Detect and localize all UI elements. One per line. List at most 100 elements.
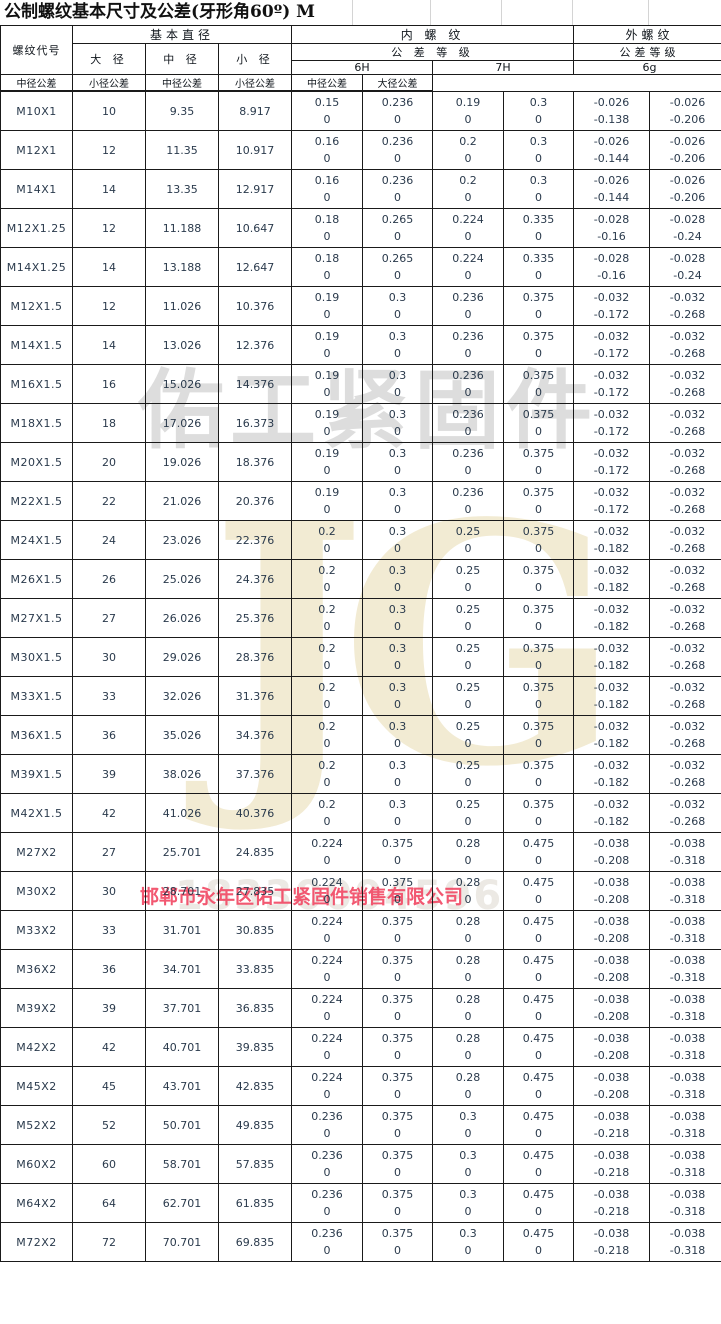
- cell-7h-pitch-tol: 0.19 0: [432, 91, 504, 131]
- cell-6h-minor-tol: 0.375 0: [362, 988, 433, 1028]
- table-row: M24X1.5 24 23.026 22.376 0.2 0 0.3 0 0.25 0 0.375 0…: [0, 520, 721, 560]
- cell-6g-major-tol: -0.026 -0.206: [649, 169, 721, 209]
- cell-minor-diameter: 34.376: [218, 715, 292, 755]
- cell-6g-major-tol: -0.032 -0.268: [649, 364, 721, 404]
- cell-7h-minor-tol: 0.335 0: [502, 247, 575, 287]
- cell-major-diameter: 12: [72, 286, 146, 326]
- cell-6h-minor-tol: 0.3 0: [362, 403, 433, 443]
- cell-major-diameter: 42: [72, 793, 146, 833]
- cell-6h-pitch-tol: 0.19 0: [291, 403, 363, 443]
- cell-6h-pitch-tol: 0.19 0: [291, 325, 363, 365]
- grid-tick: [572, 0, 573, 25]
- cell-thread-code: M14X1.25: [0, 247, 73, 287]
- cell-6g-major-tol: -0.026 -0.206: [649, 130, 721, 170]
- cell-major-diameter: 20: [72, 442, 146, 482]
- cell-major-diameter: 60: [72, 1144, 146, 1184]
- cell-thread-code: M10X1: [0, 91, 73, 131]
- title-row: 公制螺纹基本尺寸及公差(牙形角60º) M: [0, 0, 721, 25]
- cell-6h-pitch-tol: 0.224 0: [291, 1066, 363, 1106]
- cell-thread-code: M42X2: [0, 1027, 73, 1067]
- cell-major-diameter: 22: [72, 481, 146, 521]
- cell-6h-pitch-tol: 0.224 0: [291, 988, 363, 1028]
- cell-minor-diameter: 22.376: [218, 520, 292, 560]
- page-title: 公制螺纹基本尺寸及公差(牙形角60º) M: [4, 2, 315, 22]
- cell-7h-pitch-tol: 0.2 0: [432, 130, 504, 170]
- cell-7h-pitch-tol: 0.25 0: [432, 676, 504, 716]
- header-major-diameter: 大 径: [72, 43, 146, 75]
- cell-7h-minor-tol: 0.375 0: [502, 559, 575, 599]
- header-class-6g: 6g: [573, 60, 721, 75]
- cell-6g-pitch-tol: -0.032 -0.182: [573, 754, 651, 794]
- table-row: M30X2 30 28.701 27.835 0.224 0 0.375 0 0.28 0 0.47…: [0, 871, 721, 911]
- cell-thread-code: M72X2: [0, 1222, 73, 1262]
- cell-pitch-diameter: 41.026: [145, 793, 219, 833]
- table-row: M27X1.5 27 26.026 25.376 0.2 0 0.3 0 0.25 0 0.375 0…: [0, 598, 721, 638]
- cell-7h-minor-tol: 0.475 0: [502, 1105, 575, 1145]
- cell-6g-major-tol: -0.032 -0.268: [649, 793, 721, 833]
- grid-tick: [648, 0, 649, 25]
- cell-6h-pitch-tol: 0.224 0: [291, 871, 363, 911]
- cell-7h-minor-tol: 0.375 0: [502, 325, 575, 365]
- cell-minor-diameter: 30.835: [218, 910, 292, 950]
- cell-minor-diameter: 37.376: [218, 754, 292, 794]
- cell-6g-major-tol: -0.038 -0.318: [649, 1027, 721, 1067]
- table-row: M60X2 60 58.701 57.835 0.236 0 0.375 0 0.3 0 0.475…: [0, 1144, 721, 1184]
- cell-6h-minor-tol: 0.3 0: [362, 676, 433, 716]
- cell-major-diameter: 33: [72, 910, 146, 950]
- cell-6g-major-tol: -0.032 -0.268: [649, 481, 721, 521]
- cell-6h-minor-tol: 0.265 0: [362, 247, 433, 287]
- cell-6h-pitch-tol: 0.18 0: [291, 247, 363, 287]
- cell-major-diameter: 12: [72, 130, 146, 170]
- cell-major-diameter: 27: [72, 598, 146, 638]
- cell-major-diameter: 30: [72, 637, 146, 677]
- header-row-3: 大 径 中 径 小 径 公 差 等 级 公差等级: [1, 43, 721, 75]
- header-6h-pitch-tol: 中径公差: [0, 74, 73, 91]
- cell-7h-minor-tol: 0.375 0: [502, 598, 575, 638]
- table-row: M30X1.5 30 29.026 28.376 0.2 0 0.3 0 0.25 0 0.375 0…: [0, 637, 721, 677]
- cell-7h-minor-tol: 0.475 0: [502, 949, 575, 989]
- cell-6h-minor-tol: 0.236 0: [362, 169, 433, 209]
- cell-pitch-diameter: 26.026: [145, 598, 219, 638]
- cell-6h-pitch-tol: 0.2 0: [291, 598, 363, 638]
- cell-major-diameter: 33: [72, 676, 146, 716]
- cell-6g-major-tol: -0.038 -0.318: [649, 910, 721, 950]
- cell-6h-minor-tol: 0.375 0: [362, 1066, 433, 1106]
- cell-6h-minor-tol: 0.265 0: [362, 208, 433, 248]
- cell-6g-major-tol: -0.032 -0.268: [649, 715, 721, 755]
- cell-minor-diameter: 40.376: [218, 793, 292, 833]
- header-thread-code: 螺纹代号: [0, 25, 73, 75]
- cell-thread-code: M24X1.5: [0, 520, 73, 560]
- table-row: M72X2 72 70.701 69.835 0.236 0 0.375 0 0.3 0 0.475…: [0, 1222, 721, 1262]
- cell-major-diameter: 45: [72, 1066, 146, 1106]
- cell-6g-pitch-tol: -0.032 -0.182: [573, 715, 651, 755]
- cell-6g-pitch-tol: -0.038 -0.208: [573, 949, 651, 989]
- cell-7h-minor-tol: 0.375 0: [502, 520, 575, 560]
- table-row: M14X1.5 14 13.026 12.376 0.19 0 0.3 0 0.236 0 0.37…: [0, 325, 721, 365]
- cell-6h-minor-tol: 0.375 0: [362, 871, 433, 911]
- cell-6h-pitch-tol: 0.16 0: [291, 169, 363, 209]
- header-6g-pitch-tol: 中径公差: [291, 74, 363, 91]
- cell-thread-code: M39X2: [0, 988, 73, 1028]
- header-7h-minor-tol: 小径公差: [218, 74, 292, 91]
- cell-6g-pitch-tol: -0.032 -0.172: [573, 286, 651, 326]
- cell-6h-pitch-tol: 0.19 0: [291, 286, 363, 326]
- cell-6g-pitch-tol: -0.028 -0.16: [573, 247, 651, 287]
- cell-6h-minor-tol: 0.3 0: [362, 598, 433, 638]
- cell-major-diameter: 10: [72, 91, 146, 131]
- table-head: 螺纹代号 基本直径 内 螺 纹 外螺纹 大 径 中 径 小 径 公 差 等 级 …: [0, 25, 721, 92]
- cell-minor-diameter: 20.376: [218, 481, 292, 521]
- cell-7h-minor-tol: 0.475 0: [502, 871, 575, 911]
- cell-7h-pitch-tol: 0.28 0: [432, 871, 504, 911]
- cell-6g-pitch-tol: -0.032 -0.182: [573, 637, 651, 677]
- cell-6h-pitch-tol: 0.2 0: [291, 715, 363, 755]
- table-row: M64X2 64 62.701 61.835 0.236 0 0.375 0 0.3 0 0.475…: [0, 1183, 721, 1223]
- cell-6h-minor-tol: 0.3 0: [362, 559, 433, 599]
- cell-6g-pitch-tol: -0.032 -0.172: [573, 325, 651, 365]
- cell-6g-pitch-tol: -0.038 -0.218: [573, 1144, 651, 1184]
- cell-pitch-diameter: 50.701: [145, 1105, 219, 1145]
- table-row: M12X1.5 12 11.026 10.376 0.19 0 0.3 0 0.236 0 0.37…: [0, 286, 721, 326]
- cell-6g-major-tol: -0.032 -0.268: [649, 286, 721, 326]
- cell-7h-pitch-tol: 0.25 0: [432, 793, 504, 833]
- cell-minor-diameter: 33.835: [218, 949, 292, 989]
- header-tolerance-grade-external: 公差等级: [573, 43, 721, 61]
